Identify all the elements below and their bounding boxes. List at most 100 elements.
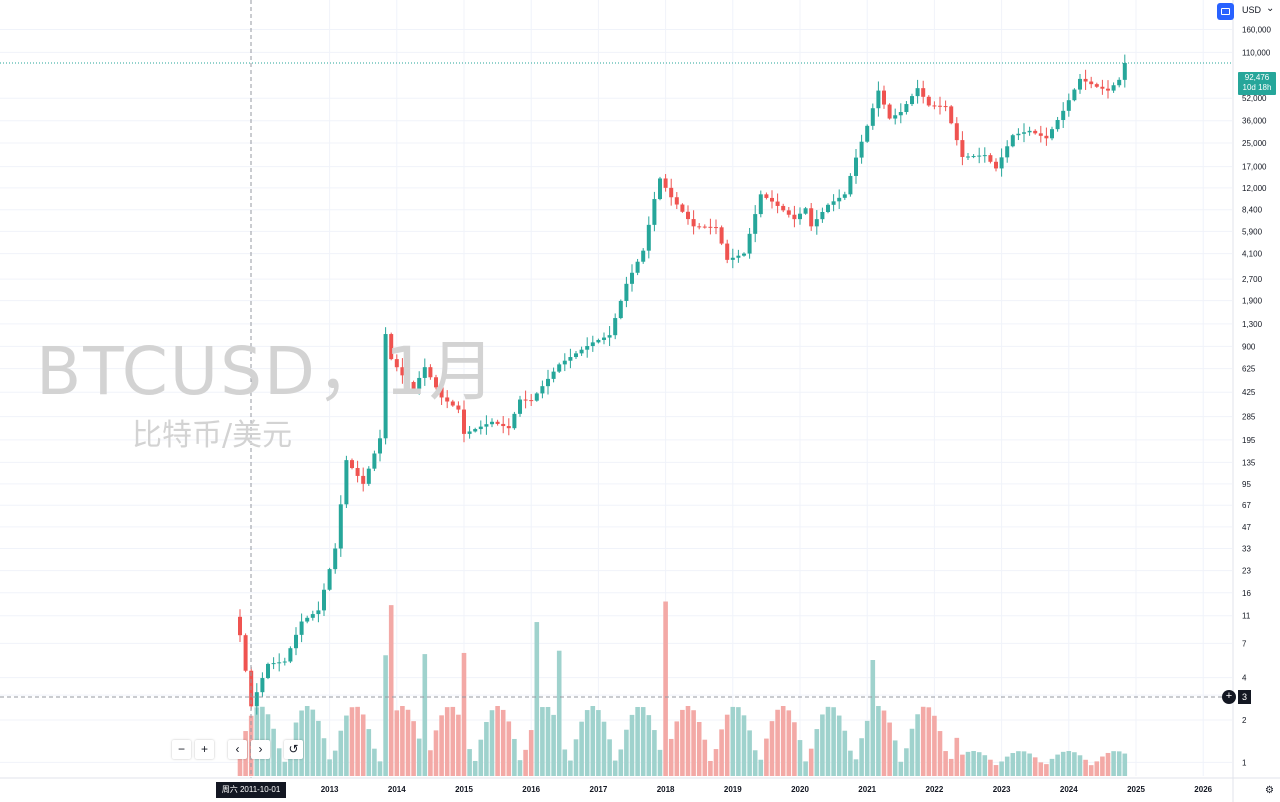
candle-body xyxy=(439,387,444,398)
candle-body xyxy=(456,405,461,410)
gear-icon[interactable]: ⚙ xyxy=(1265,785,1274,796)
candle-body xyxy=(596,339,601,343)
volume-bar xyxy=(708,760,713,776)
candle-body xyxy=(310,614,315,618)
candle-body xyxy=(501,423,506,427)
candle-body xyxy=(904,104,909,113)
price-tick-label: 900 xyxy=(1242,342,1256,351)
candle-body xyxy=(898,112,903,116)
volume-bar xyxy=(696,721,702,776)
volume-bar xyxy=(332,750,338,776)
candle-body xyxy=(400,367,405,376)
volume-bar xyxy=(1116,751,1122,776)
candle-body xyxy=(977,155,982,157)
volume-bar xyxy=(484,721,489,776)
candle-body xyxy=(1055,119,1060,130)
currency-icon[interactable] xyxy=(1217,3,1234,20)
candle-body xyxy=(238,616,242,636)
candle-body xyxy=(994,161,998,169)
candle-body xyxy=(630,272,634,284)
candle-body xyxy=(730,257,735,260)
candle-body xyxy=(764,194,769,198)
volume-bar xyxy=(909,728,915,776)
price-tick-label: 8,400 xyxy=(1242,206,1263,215)
volume-bar xyxy=(400,706,405,776)
volume-bar xyxy=(360,714,366,776)
chart-overlay xyxy=(0,0,1233,778)
volume-bar xyxy=(601,721,607,776)
candle-body xyxy=(798,213,802,220)
candle-body xyxy=(557,364,562,372)
scroll-right-button[interactable]: › xyxy=(251,740,270,759)
zoom-out-button[interactable]: − xyxy=(172,740,191,759)
candle-body xyxy=(322,589,326,611)
candle-body xyxy=(568,357,573,361)
volume-bar xyxy=(736,707,741,776)
time-axis[interactable]: 2013 2014 2015 2016 2017 2018 2019 2020 2021 2022… xyxy=(0,777,1280,794)
price-tick-label: 12,000 xyxy=(1242,184,1267,193)
price-axis[interactable]: 12347111623334767951351952854256259001,3… xyxy=(1232,0,1271,802)
volume-bar xyxy=(680,709,685,776)
volume-bar xyxy=(635,706,640,776)
reset-chart-button[interactable]: ↺ xyxy=(284,740,303,759)
volume-bar xyxy=(422,654,428,776)
zoom-in-button[interactable]: + xyxy=(195,740,214,759)
last-price-label: 92,476 10d 18h xyxy=(1238,72,1276,95)
volume-bar xyxy=(803,761,808,776)
candle-body xyxy=(540,386,545,394)
time-tick-label: 2026 xyxy=(1194,785,1212,794)
candle-body xyxy=(1061,110,1066,120)
candlesticks xyxy=(238,54,1127,715)
time-tick-label: 2022 xyxy=(926,785,944,794)
volume-bar xyxy=(685,706,691,776)
volume-bar xyxy=(971,751,976,776)
candle-body xyxy=(652,199,657,225)
candle-body xyxy=(383,334,388,439)
volume-bar xyxy=(327,759,332,776)
candle-body xyxy=(277,662,282,664)
volume-bar xyxy=(1060,751,1066,776)
candle-body xyxy=(826,204,830,212)
candle-body xyxy=(719,227,724,244)
candle-body xyxy=(814,219,819,227)
candle-body xyxy=(870,108,875,126)
candle-body xyxy=(294,634,298,649)
volume-bar xyxy=(1077,755,1083,776)
volume-bar xyxy=(898,761,904,776)
candle-body xyxy=(422,367,427,378)
scroll-left-button[interactable]: ‹ xyxy=(228,740,247,759)
candle-body xyxy=(534,393,539,401)
candle-body xyxy=(725,243,730,260)
volume-bar xyxy=(450,706,456,776)
volume-bar xyxy=(495,706,500,776)
candle-body xyxy=(478,426,483,430)
candle-body xyxy=(742,253,746,256)
volume-bar xyxy=(1094,761,1100,776)
candle-body xyxy=(350,460,354,469)
volume-bar xyxy=(881,710,887,776)
volume-bar xyxy=(1027,753,1032,776)
chevron-down-icon[interactable]: ⌄ xyxy=(1266,3,1275,14)
candle-body xyxy=(445,397,450,402)
volume-bar xyxy=(461,652,467,776)
candle-body xyxy=(613,318,618,336)
candle-body xyxy=(680,204,685,212)
crosshair-date-label: 周六 2011-10-01 xyxy=(216,782,286,798)
volume-bar xyxy=(310,709,316,776)
add-icon[interactable]: + xyxy=(1222,690,1236,704)
candle-body xyxy=(646,224,651,251)
candle-body xyxy=(932,105,937,107)
candle-body xyxy=(910,96,914,105)
candle-body xyxy=(1072,89,1077,101)
currency-selector[interactable]: USD xyxy=(1242,5,1262,15)
candle-body xyxy=(915,88,920,97)
volume-bar xyxy=(433,730,439,776)
price-tick-label: 36,000 xyxy=(1242,117,1267,126)
candle-body xyxy=(282,661,287,663)
candle-body xyxy=(854,157,858,176)
volume-bar xyxy=(282,761,288,776)
volume-bar xyxy=(915,714,920,776)
candle-body xyxy=(607,335,612,338)
candle-body xyxy=(1038,133,1043,136)
